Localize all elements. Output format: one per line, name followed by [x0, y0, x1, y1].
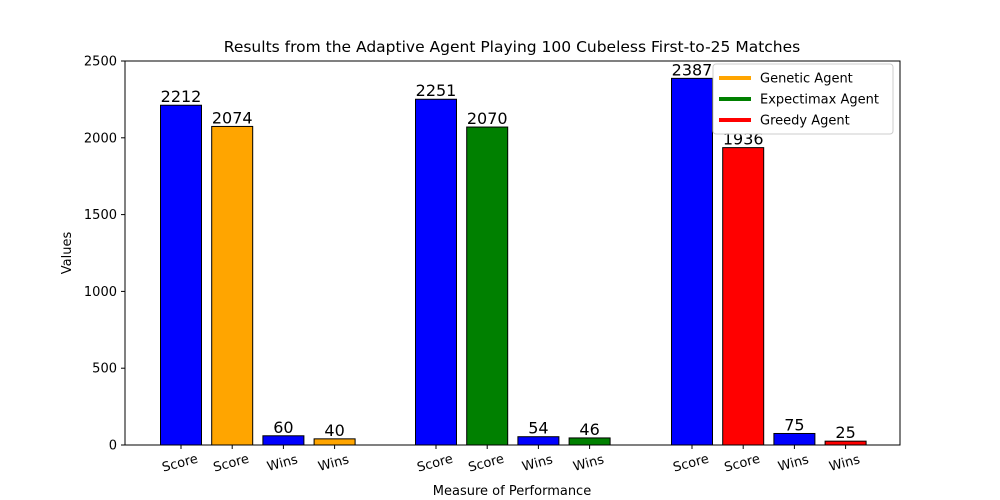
bar-value-label: 2074	[212, 108, 253, 127]
x-tick-label: Score	[672, 452, 711, 476]
bar-value-label: 46	[579, 420, 599, 439]
bars-layer	[160, 77, 867, 446]
bar-wins-g2-4	[568, 437, 611, 446]
bar-wins-g1-3	[262, 435, 305, 446]
y-tick-label: 1000	[84, 285, 117, 300]
legend: Genetic Agent Expectimax Agent Greedy Agen…	[712, 63, 894, 135]
x-tick-label: Wins	[776, 452, 810, 475]
legend-label: Greedy Agent	[760, 114, 850, 129]
bar-value-label: 2070	[467, 109, 508, 128]
x-tick-label: Wins	[572, 452, 606, 475]
x-tick-label: Score	[416, 452, 455, 476]
x-tick-label: Wins	[828, 452, 862, 475]
bar-value-label: 40	[324, 421, 344, 440]
x-tick-label: Score	[723, 452, 762, 476]
bar-score-g3-1	[671, 77, 713, 446]
bar-wins-g3-3	[773, 432, 816, 446]
x-tick-label: Wins	[317, 452, 351, 475]
y-tick-label: 2500	[84, 55, 117, 70]
bar-score-g2-2	[466, 126, 509, 446]
bar-score-g1-2	[211, 125, 254, 446]
bar-score-g3-2	[722, 147, 765, 446]
bar-wins-g2-3	[517, 436, 560, 446]
legend-frame	[712, 63, 894, 135]
x-axis-label: Measure of Performance	[433, 484, 591, 499]
bar-value-label: 2251	[416, 81, 457, 100]
legend-label: Genetic Agent	[760, 72, 853, 87]
y-axis-label: Values	[60, 232, 75, 275]
bar-score-g2-1	[415, 98, 457, 446]
y-tick-label: 0	[109, 439, 117, 454]
bar-value-label: 25	[835, 423, 855, 442]
x-tick-label: Score	[467, 452, 506, 476]
x-tick-label: Wins	[265, 452, 299, 475]
x-axis: Score Score Wins Wins Score Score Wins Wins Scor…	[161, 445, 862, 476]
bar-score-g1-1	[160, 104, 202, 446]
y-tick-label: 500	[92, 362, 117, 377]
y-tick-label: 1500	[84, 208, 117, 223]
bar-value-label: 2212	[161, 87, 202, 106]
bar-value-label: 60	[273, 418, 293, 437]
x-tick-label: Wins	[520, 452, 554, 475]
bar-value-label: 2387	[672, 60, 713, 79]
plot-area-frame	[124, 60, 901, 446]
y-axis: 0 500 1000 1500 2000 2500	[84, 55, 125, 454]
bar-value-label: 75	[784, 415, 804, 434]
y-tick-label: 2000	[84, 131, 117, 146]
chart-title: Results from the Adaptive Agent Playing …	[224, 38, 800, 56]
x-tick-label: Score	[212, 452, 251, 476]
x-tick-label: Score	[161, 452, 200, 476]
bar-value-label: 54	[528, 419, 548, 438]
legend-label: Expectimax Agent	[760, 93, 879, 108]
